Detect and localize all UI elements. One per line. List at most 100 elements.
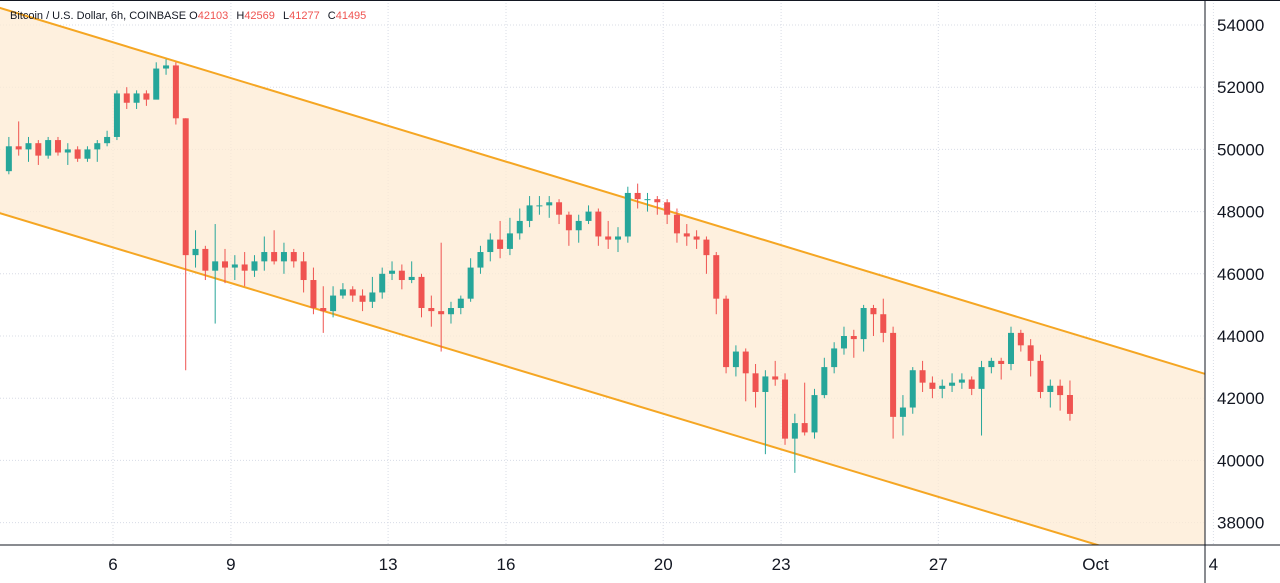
price-tick-label: 46000 [1217, 265, 1264, 284]
candle-body [644, 199, 651, 201]
candle-body [1037, 360, 1044, 392]
candle-body [231, 264, 238, 268]
candle-body [536, 205, 543, 207]
candle-body [998, 360, 1005, 364]
candle-body [801, 423, 808, 433]
candle-body [389, 270, 396, 274]
candle-body [516, 220, 523, 234]
candle-body [241, 264, 248, 271]
candle-body [929, 382, 936, 389]
candle-body [438, 311, 445, 315]
candle-body [45, 140, 52, 156]
candle-body [330, 295, 337, 312]
time-tick-label: 13 [379, 555, 398, 574]
price-tick-label: 44000 [1217, 327, 1264, 346]
time-tick-label: 9 [226, 555, 235, 574]
candle-body [1017, 332, 1024, 346]
candle-body [271, 252, 278, 262]
candle-body [840, 336, 847, 349]
legend-open-value: 42103 [197, 10, 229, 22]
candle-body [556, 202, 563, 215]
candle-body [634, 192, 641, 200]
candle-body [1066, 394, 1073, 414]
legend-close-value: 41495 [335, 10, 367, 22]
legend-low-label: L [282, 10, 290, 22]
candle-body [202, 248, 209, 271]
candle-body [192, 248, 199, 256]
candle-body [693, 236, 700, 240]
candle-body [84, 149, 91, 159]
candle-body [310, 280, 317, 309]
candle-body [15, 146, 22, 150]
candle-body [772, 376, 779, 380]
candle-body [880, 314, 887, 333]
candle-body [64, 149, 71, 153]
candle-body [506, 233, 513, 249]
candle-body [703, 239, 710, 256]
candle-body [359, 295, 366, 302]
candle-body [94, 143, 101, 150]
candle-body [163, 65, 170, 69]
candle-body [467, 267, 474, 299]
candle-body [113, 93, 120, 137]
price-tick-label: 40000 [1217, 451, 1264, 470]
channel-lower-line [0, 212, 1102, 545]
candle-body [575, 220, 582, 231]
candle-body [782, 379, 789, 439]
candle-body [251, 261, 258, 271]
candle-body [261, 252, 268, 262]
candle-body [713, 255, 720, 299]
candle-body [35, 143, 42, 156]
candle-body [212, 261, 219, 271]
candle-body [870, 308, 877, 315]
candle-body [742, 351, 749, 374]
candle-body [104, 136, 111, 144]
candle-body [988, 360, 995, 368]
candle-body [664, 202, 671, 215]
candle-body [369, 292, 376, 302]
candle-body [821, 367, 828, 396]
candle-body [654, 199, 661, 203]
candle-body [752, 373, 759, 392]
candle-body [811, 395, 818, 433]
time-tick-label: 6 [108, 555, 117, 574]
candle-body [447, 308, 454, 315]
candle-body [909, 370, 916, 408]
candle-body [349, 289, 356, 296]
candle-body [605, 236, 612, 240]
time-tick-label: 23 [772, 555, 791, 574]
candle-body [398, 270, 405, 281]
candle-body [418, 276, 425, 309]
candle-body [290, 252, 297, 262]
candle-body [526, 205, 533, 221]
time-tick-label: 20 [654, 555, 673, 574]
candle-body [5, 146, 12, 172]
candle-body [1027, 345, 1034, 361]
candle-body [222, 261, 229, 268]
candle-body [978, 367, 985, 389]
candle-body [25, 143, 32, 150]
candle-body [1008, 332, 1015, 364]
candle-body [74, 149, 81, 159]
candle-body [919, 370, 926, 383]
candle-body [182, 118, 189, 256]
candle-body [673, 214, 680, 234]
candle-body [143, 93, 150, 100]
symbol-legend: Bitcoin / U.S. Dollar, 6h, COINBASE O421… [10, 10, 371, 22]
candle-body [850, 336, 857, 340]
candle-body [968, 379, 975, 389]
time-tick-label: 16 [497, 555, 516, 574]
candle-body [280, 252, 287, 262]
candle-body [300, 261, 307, 281]
candle-body [791, 423, 798, 439]
candle-body [762, 376, 769, 392]
candle-body [565, 214, 572, 231]
price-tick-label: 50000 [1217, 140, 1264, 159]
candle-body [123, 93, 130, 103]
candle-body [595, 211, 602, 237]
channel-upper-line [0, 6, 1205, 375]
legend-open-label: O [189, 10, 198, 22]
candle-body [624, 192, 631, 237]
channel-fill [0, 7, 1205, 545]
